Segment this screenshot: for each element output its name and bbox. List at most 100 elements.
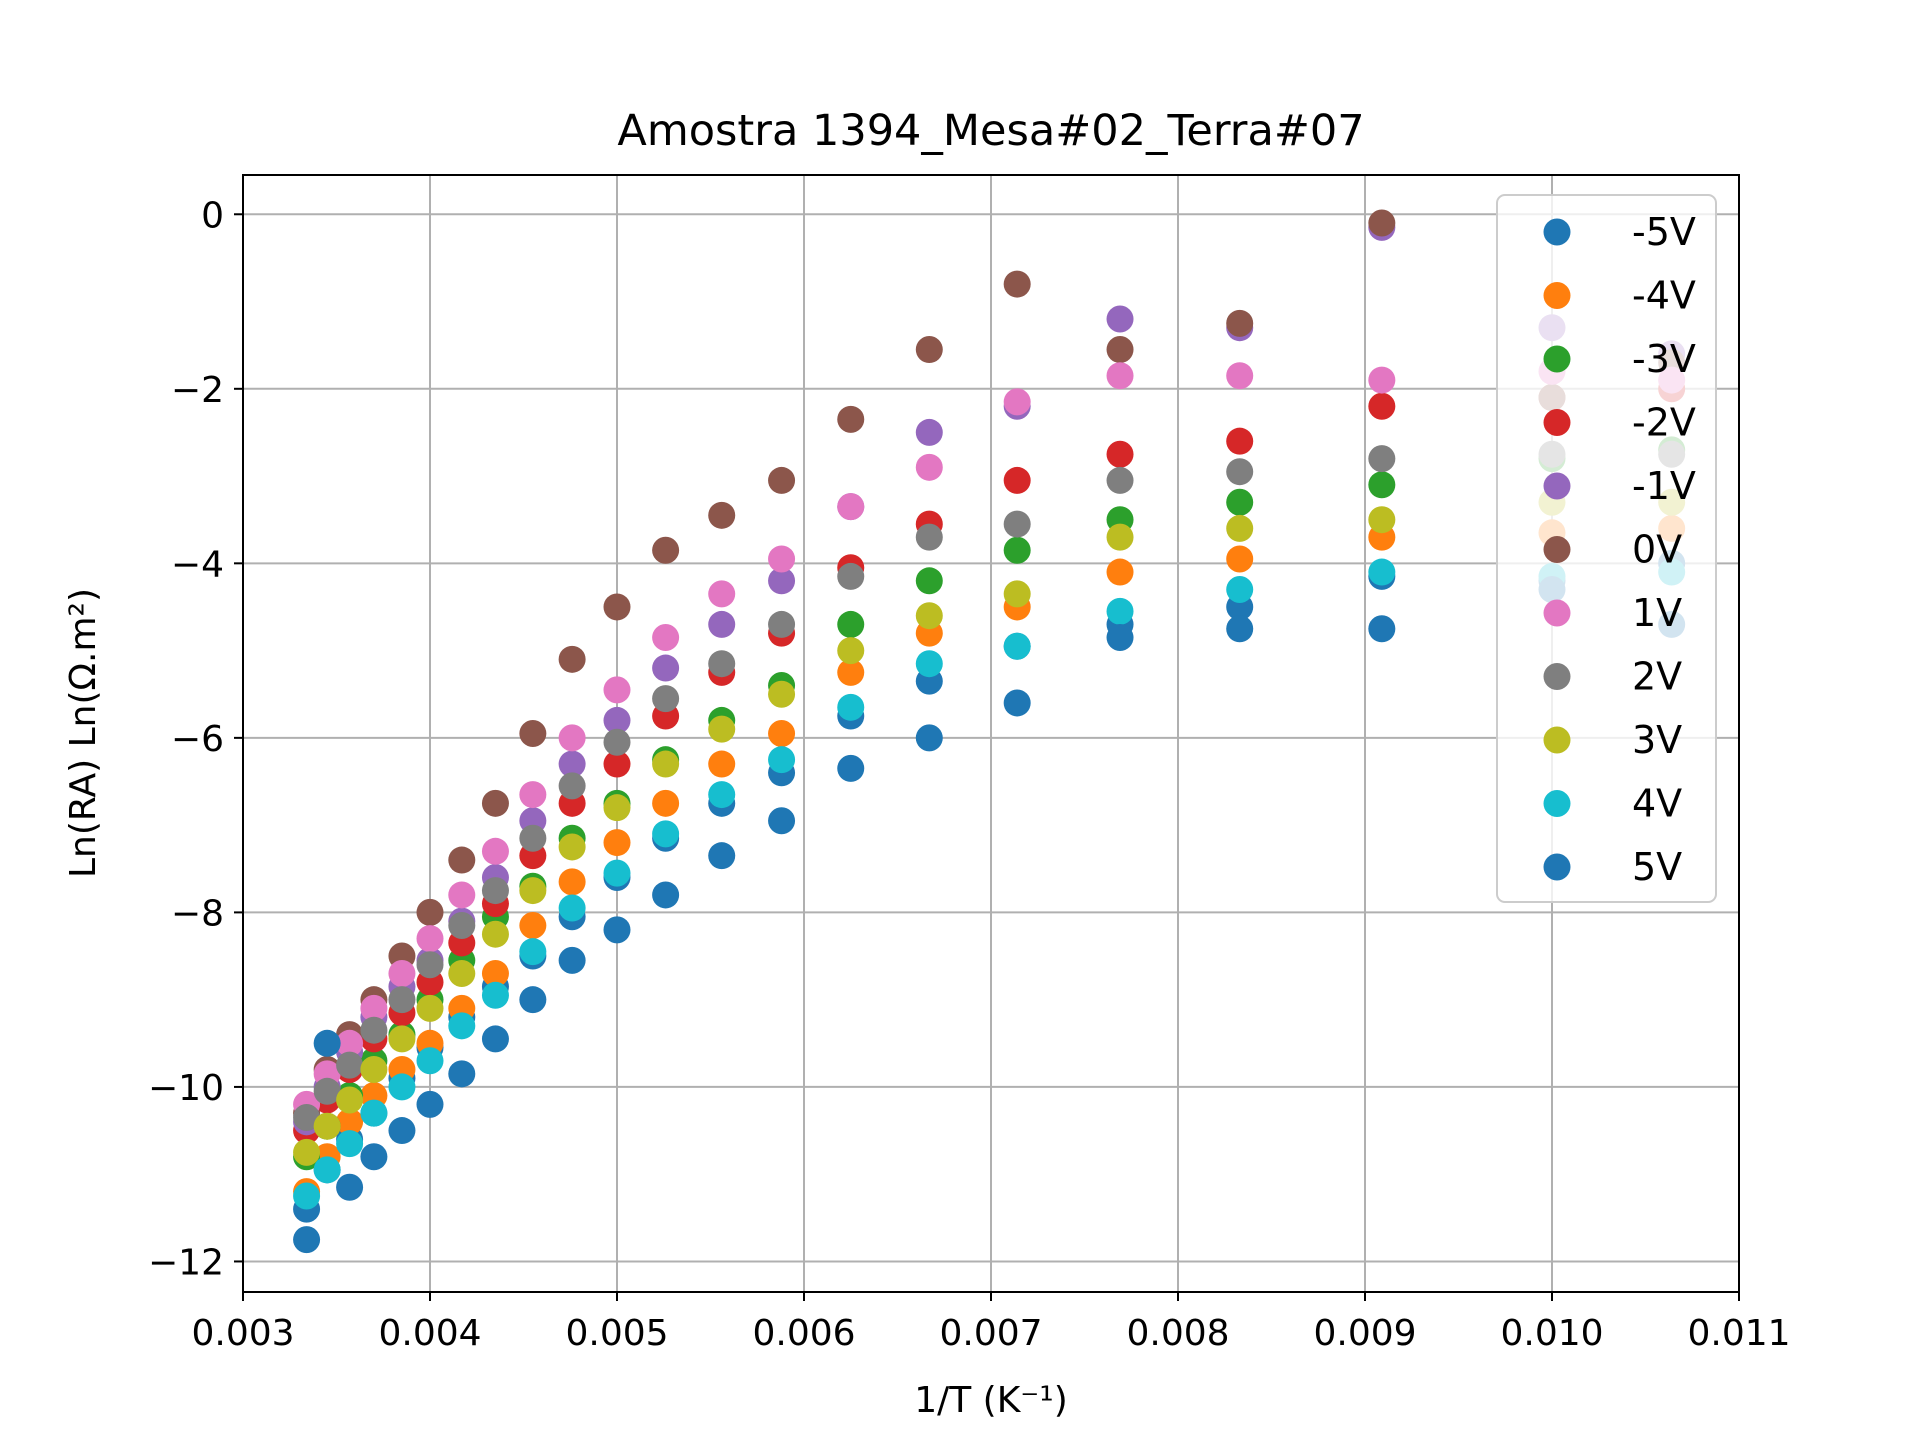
data-point <box>558 894 586 922</box>
y-tick-label: −10 <box>148 1068 224 1109</box>
data-point <box>652 750 680 778</box>
data-point <box>837 405 865 433</box>
data-point <box>448 1060 476 1088</box>
data-point <box>416 994 444 1022</box>
data-point <box>915 724 943 752</box>
data-point <box>915 567 943 595</box>
data-point <box>1003 388 1031 416</box>
data-point <box>448 1012 476 1040</box>
data-point <box>603 676 631 704</box>
data-point <box>293 1138 321 1166</box>
data-point <box>1003 689 1031 717</box>
data-point <box>388 986 416 1014</box>
data-point <box>652 624 680 652</box>
legend-marker <box>1543 282 1571 309</box>
data-point <box>416 951 444 979</box>
data-point <box>448 881 476 909</box>
data-point <box>915 523 943 551</box>
data-point <box>1368 366 1396 394</box>
data-point <box>1226 309 1254 337</box>
data-point <box>1106 624 1134 652</box>
legend-marker <box>1543 790 1571 817</box>
data-point <box>708 610 736 638</box>
legend-marker <box>1543 536 1571 563</box>
x-axis-title: 1/T (K⁻¹) <box>914 1380 1068 1421</box>
data-point <box>708 650 736 678</box>
x-tick-label: 0.009 <box>1313 1313 1416 1354</box>
legend-label: -4V <box>1632 274 1696 318</box>
data-point <box>768 567 796 595</box>
x-tick-label: 0.011 <box>1687 1313 1790 1354</box>
y-tick-label: −4 <box>171 544 224 585</box>
legend-marker <box>1543 472 1571 500</box>
x-tick-label: 0.005 <box>565 1313 668 1354</box>
legend-label: -1V <box>1632 464 1696 508</box>
data-point <box>915 336 943 364</box>
data-point <box>360 1055 388 1083</box>
data-point <box>388 1073 416 1101</box>
y-axis-ticks: 0 −2 −4 −6 −8 −10 −12 <box>148 195 243 1283</box>
data-point <box>313 1077 341 1105</box>
data-point <box>360 1143 388 1171</box>
data-point <box>837 693 865 721</box>
legend-frame <box>1496 194 1717 903</box>
data-point <box>519 877 547 905</box>
data-point <box>1003 580 1031 608</box>
data-point <box>360 1016 388 1044</box>
legend-marker <box>1543 409 1571 436</box>
data-point <box>1106 440 1134 468</box>
data-point <box>652 789 680 817</box>
data-point <box>1368 506 1396 534</box>
data-point <box>603 593 631 621</box>
chart-title: Amostra 1394_Mesa#02_Terra#07 <box>617 106 1364 156</box>
data-point <box>519 824 547 852</box>
legend-label: -5V <box>1632 210 1696 254</box>
data-point <box>448 911 476 939</box>
data-point <box>1368 392 1396 420</box>
data-point <box>768 720 796 747</box>
data-point <box>293 1182 321 1210</box>
data-point <box>416 1047 444 1075</box>
data-point <box>837 637 865 665</box>
data-point <box>1003 510 1031 538</box>
data-point <box>915 418 943 446</box>
data-point <box>768 545 796 573</box>
data-points <box>293 209 1686 1254</box>
legend-label: 0V <box>1632 528 1682 572</box>
data-point <box>603 859 631 887</box>
x-tick-label: 0.004 <box>378 1313 481 1354</box>
data-point <box>652 820 680 848</box>
legend-label: 4V <box>1632 782 1682 826</box>
data-point <box>416 925 444 953</box>
data-point <box>558 946 586 974</box>
data-point <box>768 610 796 638</box>
data-point <box>768 466 796 494</box>
x-tick-label: 0.010 <box>1500 1313 1603 1354</box>
data-point <box>1226 458 1254 486</box>
data-point <box>558 750 586 778</box>
data-point <box>603 728 631 756</box>
data-point <box>558 868 586 896</box>
data-point <box>915 650 943 678</box>
x-tick-label: 0.008 <box>1126 1313 1229 1354</box>
data-point <box>708 501 736 529</box>
data-point <box>481 789 509 817</box>
y-tick-label: −8 <box>171 893 224 934</box>
data-point <box>1226 545 1254 573</box>
data-point <box>481 981 509 1009</box>
data-point <box>1226 427 1254 455</box>
data-point <box>1106 336 1134 364</box>
data-point <box>519 911 547 939</box>
legend-label: -3V <box>1632 337 1696 381</box>
data-point <box>481 877 509 905</box>
data-point <box>313 1112 341 1140</box>
data-point <box>708 781 736 809</box>
data-point <box>652 881 680 909</box>
data-point <box>603 794 631 822</box>
data-point <box>837 658 865 686</box>
data-point <box>1226 488 1254 516</box>
data-point <box>360 1099 388 1127</box>
data-point <box>652 536 680 564</box>
data-point <box>1368 615 1396 643</box>
